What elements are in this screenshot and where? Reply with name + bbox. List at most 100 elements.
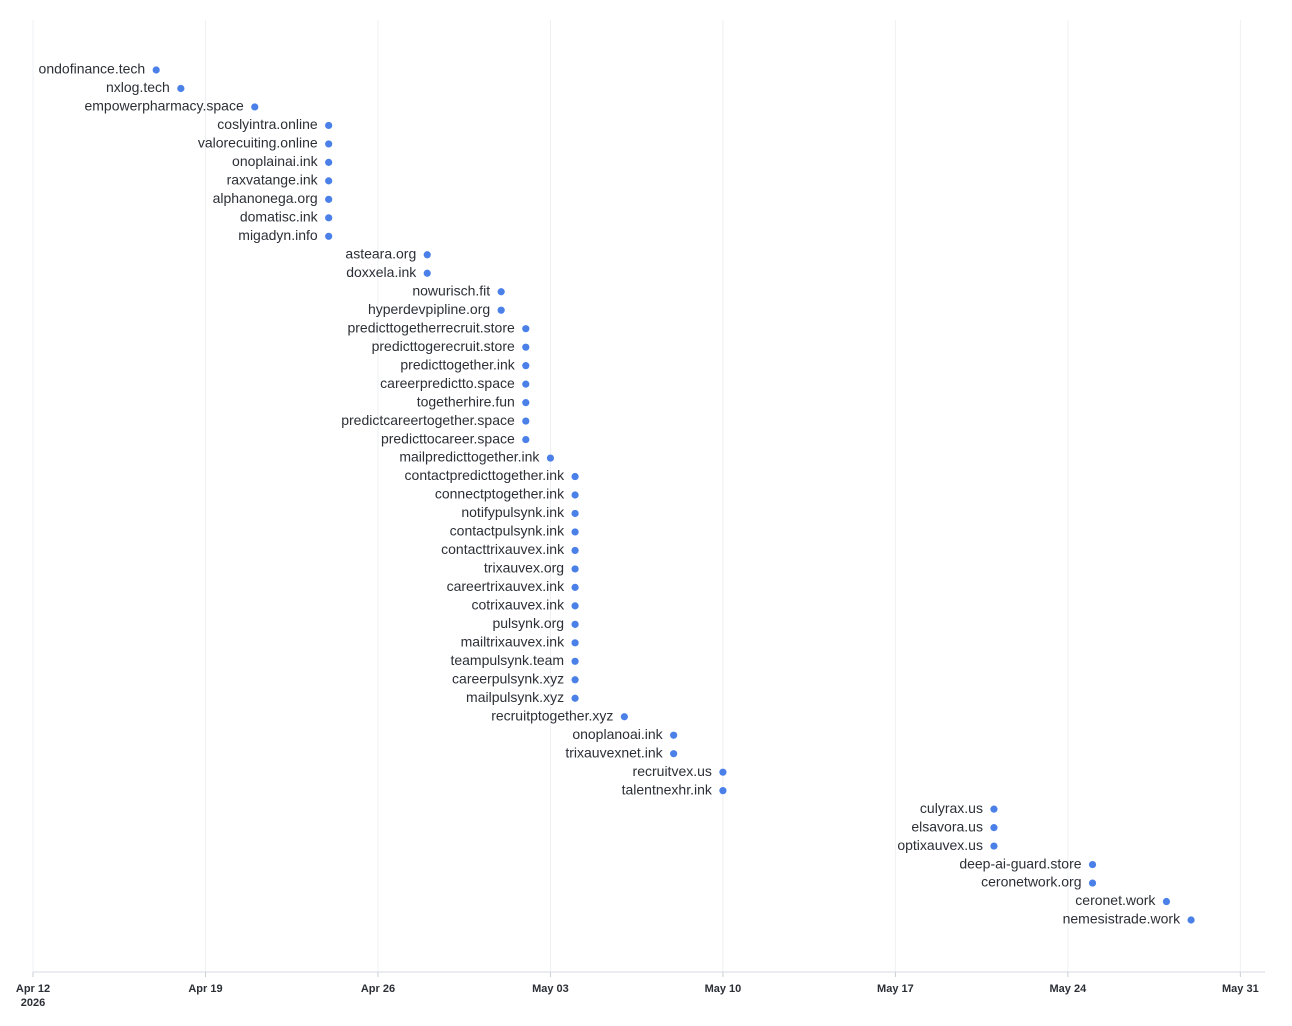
point	[571, 694, 579, 702]
point	[177, 84, 185, 93]
point	[522, 399, 530, 407]
domain-label: ceronetwork.org	[981, 874, 1081, 890]
domain-label: predicttogether.ink	[400, 356, 515, 372]
point	[571, 602, 579, 610]
domain-label: migadyn.info	[238, 227, 318, 243]
x-tick-label: May 10	[705, 983, 742, 995]
point	[719, 768, 727, 776]
point	[719, 787, 727, 795]
point	[497, 306, 505, 314]
point	[990, 824, 998, 832]
domain-label: trixauvex.org	[484, 560, 564, 576]
point	[325, 158, 333, 166]
point	[522, 435, 530, 444]
point	[325, 140, 333, 148]
point	[522, 362, 530, 370]
domain-label: recruitvex.us	[633, 763, 712, 779]
x-tick-label: May 31	[1222, 983, 1259, 995]
domain-label: cotrixauvex.ink	[471, 597, 565, 613]
domain-label: contacttrixauvex.ink	[441, 541, 565, 557]
point	[497, 288, 505, 296]
domain-label: alphanonega.org	[213, 190, 318, 206]
domain-label: talentnexhr.ink	[622, 781, 713, 797]
domain-label: teampulsynk.team	[450, 652, 564, 668]
point	[522, 325, 530, 333]
point	[325, 121, 333, 130]
domain-label: doxxela.ink	[346, 264, 417, 280]
domain-label: nxlog.tech	[106, 79, 170, 95]
point	[620, 713, 628, 721]
domain-label: careertrixauvex.ink	[447, 578, 565, 594]
domain-label: onoplanoai.ink	[572, 726, 663, 742]
point	[1187, 916, 1195, 924]
domain-label: mailtrixauvex.ink	[461, 634, 565, 650]
point	[670, 750, 678, 758]
point	[522, 343, 530, 351]
domain-label: raxvatange.ink	[227, 172, 319, 188]
point	[571, 583, 579, 591]
domain-label: nemesistrade.work	[1063, 911, 1181, 927]
domain-label: mailpredicttogether.ink	[399, 449, 540, 465]
domain-label: deep-ai-guard.store	[959, 855, 1081, 871]
domain-label: contactpredicttogether.ink	[405, 467, 566, 483]
domain-label: togetherhire.fun	[417, 393, 515, 409]
domain-label: connectptogether.ink	[435, 486, 565, 502]
domain-label: nowurisch.fit	[412, 282, 490, 298]
point	[990, 842, 998, 850]
domain-label: recruitptogether.xyz	[491, 707, 613, 723]
domain-label: ceronet.work	[1075, 892, 1156, 908]
domain-label: predicttogerecruit.store	[372, 338, 515, 354]
point	[546, 454, 555, 462]
domain-label: careerpulsynk.xyz	[452, 670, 564, 686]
point	[325, 177, 333, 185]
point	[251, 103, 259, 111]
domain-label: elsavora.us	[911, 818, 983, 834]
x-tick-label: Apr 19	[188, 983, 222, 995]
domain-label: empowerpharmacy.space	[84, 98, 243, 114]
x-tick-label: Apr 26	[361, 983, 395, 995]
domain-label: culyrax.us	[920, 800, 983, 816]
domain-label: pulsynk.org	[492, 615, 564, 631]
point	[571, 639, 579, 647]
domain-label: trixauvexnet.ink	[565, 744, 663, 760]
point	[1088, 879, 1097, 887]
point	[571, 620, 579, 628]
point	[571, 657, 579, 665]
point	[152, 66, 160, 74]
domain-label: predicttogetherrecruit.store	[347, 319, 515, 335]
point	[423, 251, 431, 259]
point	[1162, 897, 1171, 906]
x-tick-label: May 03	[532, 983, 569, 995]
point	[423, 269, 431, 277]
domain-label: valorecuiting.online	[198, 135, 318, 151]
domain-label: mailpulsynk.xyz	[466, 689, 564, 705]
domain-label: predictcareertogether.space	[341, 412, 515, 428]
domain-label: asteara.org	[345, 245, 416, 261]
point	[571, 565, 579, 573]
domain-label: optixauvex.us	[897, 837, 983, 853]
point	[571, 676, 579, 684]
point	[571, 528, 579, 536]
domain-label: contactpulsynk.ink	[450, 523, 565, 539]
point	[1088, 860, 1097, 869]
domain-label: domatisc.ink	[240, 209, 319, 225]
point	[990, 805, 998, 813]
point	[571, 491, 579, 499]
domain-label: coslyintra.online	[217, 116, 318, 132]
point	[325, 232, 333, 240]
point	[522, 380, 530, 388]
x-tick-label: May 24	[1050, 983, 1088, 995]
point	[325, 195, 333, 203]
domain-label: predicttocareer.space	[381, 430, 515, 446]
point	[571, 546, 579, 555]
point	[571, 472, 579, 481]
domain-label: ondofinance.tech	[39, 61, 146, 77]
point	[325, 214, 333, 222]
domain-label: careerpredictto.space	[380, 375, 515, 391]
point	[522, 417, 530, 425]
domain-label: hyperdevpipline.org	[368, 301, 490, 317]
point	[670, 731, 678, 739]
domain-label: notifypulsynk.ink	[461, 504, 565, 520]
x-tick-label: May 17	[877, 983, 914, 995]
